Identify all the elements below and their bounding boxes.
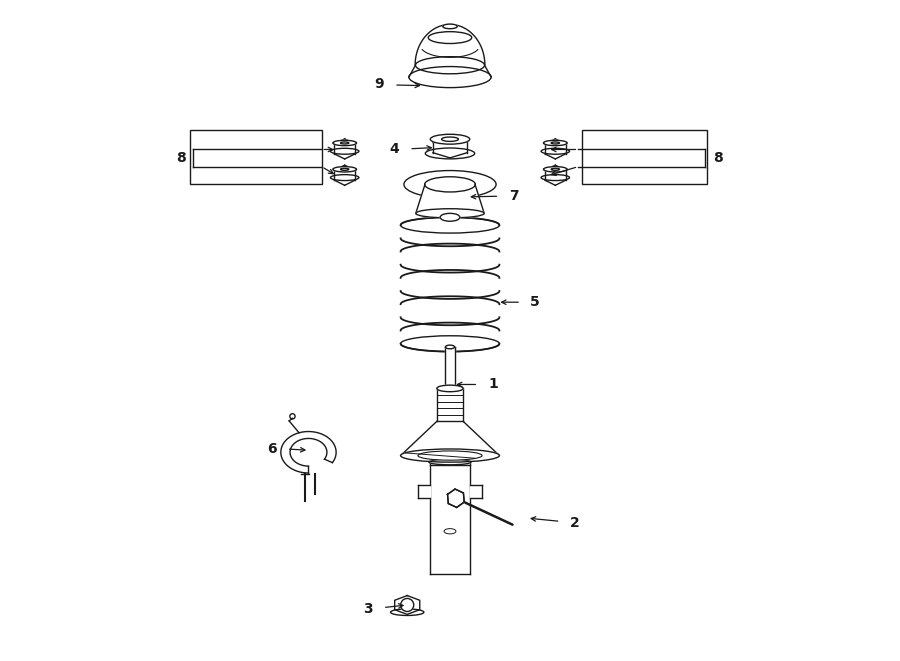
- Ellipse shape: [430, 134, 470, 144]
- Ellipse shape: [446, 489, 465, 508]
- Bar: [581, 130, 706, 184]
- Ellipse shape: [340, 142, 349, 144]
- Ellipse shape: [416, 57, 484, 74]
- Text: 5: 5: [530, 295, 540, 309]
- Text: 7: 7: [509, 189, 519, 203]
- Ellipse shape: [426, 148, 474, 159]
- Ellipse shape: [444, 529, 456, 534]
- Polygon shape: [430, 462, 470, 574]
- Polygon shape: [433, 137, 467, 158]
- Polygon shape: [335, 139, 355, 159]
- Polygon shape: [545, 165, 565, 185]
- Ellipse shape: [428, 32, 472, 44]
- Polygon shape: [395, 596, 419, 614]
- Ellipse shape: [391, 609, 424, 615]
- Circle shape: [400, 598, 414, 611]
- Ellipse shape: [409, 67, 491, 88]
- Ellipse shape: [340, 169, 349, 171]
- Polygon shape: [446, 347, 454, 389]
- Ellipse shape: [541, 175, 570, 180]
- Ellipse shape: [333, 140, 356, 145]
- Text: 2: 2: [570, 516, 580, 529]
- Text: 6: 6: [267, 442, 277, 456]
- Polygon shape: [470, 485, 482, 498]
- Text: 3: 3: [364, 602, 373, 616]
- Ellipse shape: [429, 459, 471, 465]
- Ellipse shape: [544, 167, 567, 172]
- Polygon shape: [400, 421, 500, 455]
- Polygon shape: [416, 184, 484, 214]
- Ellipse shape: [443, 24, 457, 28]
- Text: 8: 8: [714, 151, 723, 165]
- Text: 4: 4: [390, 142, 400, 156]
- Ellipse shape: [440, 214, 460, 221]
- Polygon shape: [545, 139, 565, 159]
- Polygon shape: [281, 432, 336, 473]
- Ellipse shape: [425, 176, 475, 192]
- Ellipse shape: [330, 148, 359, 154]
- Ellipse shape: [446, 345, 454, 349]
- Polygon shape: [415, 24, 485, 65]
- Polygon shape: [418, 485, 430, 498]
- Polygon shape: [436, 389, 464, 421]
- Ellipse shape: [551, 142, 560, 144]
- Ellipse shape: [442, 137, 458, 141]
- Ellipse shape: [333, 167, 356, 172]
- Ellipse shape: [436, 385, 464, 392]
- Bar: [190, 130, 321, 184]
- Ellipse shape: [330, 175, 359, 180]
- Ellipse shape: [418, 451, 482, 460]
- Ellipse shape: [404, 171, 496, 198]
- Text: 8: 8: [176, 151, 185, 165]
- Ellipse shape: [416, 209, 484, 218]
- Polygon shape: [335, 165, 355, 185]
- Text: 9: 9: [374, 77, 384, 91]
- Ellipse shape: [551, 169, 560, 171]
- Ellipse shape: [541, 148, 570, 154]
- Ellipse shape: [400, 449, 500, 462]
- Polygon shape: [447, 489, 464, 508]
- Text: 1: 1: [488, 377, 498, 391]
- Ellipse shape: [544, 140, 567, 145]
